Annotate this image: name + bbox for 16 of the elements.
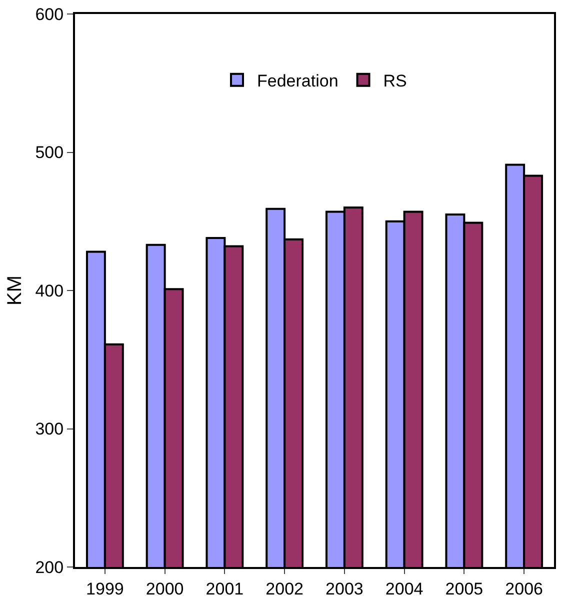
x-tick-label: 1999 (86, 579, 124, 598)
legend-label: RS (383, 72, 407, 91)
y-tick-label: 500 (35, 143, 64, 162)
x-tick-label: 2004 (385, 579, 424, 598)
y-tick-label: 400 (35, 281, 64, 300)
x-tick-label: 2005 (445, 579, 484, 598)
x-tick-label: 2006 (505, 579, 543, 598)
y-tick-label: 600 (35, 4, 64, 24)
x-tick-label: 2002 (266, 579, 304, 598)
y-tick-label: 300 (35, 420, 64, 439)
x-tick-label: 2000 (146, 579, 184, 598)
x-tick-label: 2001 (206, 579, 244, 598)
x-tick-label: 2003 (326, 579, 364, 598)
y-tick-label: 200 (35, 558, 64, 577)
y-axis-title: KM (4, 276, 26, 306)
legend-label: Federation (257, 72, 338, 91)
